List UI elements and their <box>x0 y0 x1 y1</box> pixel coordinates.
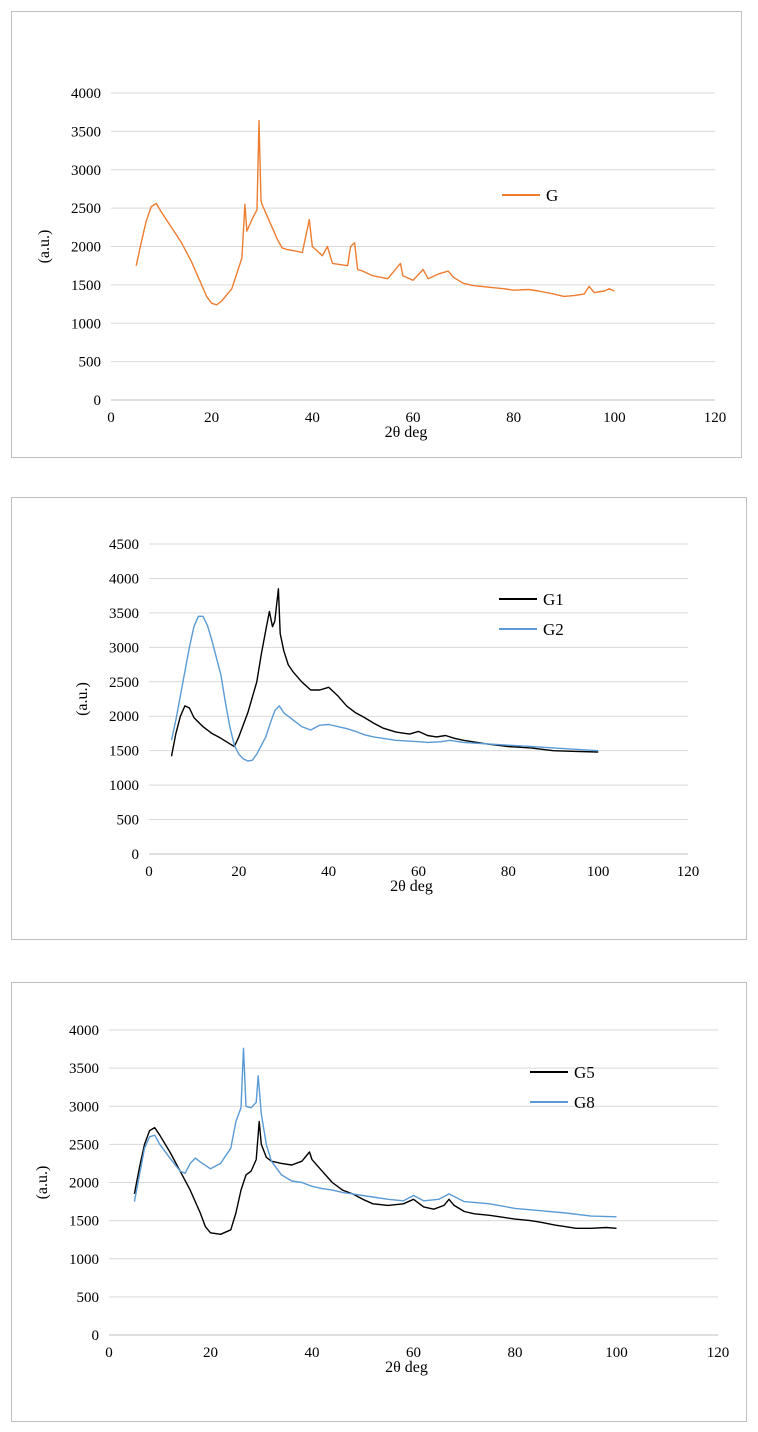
series-line-g5 <box>133 1120 617 1235</box>
y-tick-label: 1500 <box>71 278 101 294</box>
x-tick-label: 100 <box>587 864 610 880</box>
chart-panel-3: 0 500 1000 1500 2000 2500 3000 3500 4000 0 20 40 60 8… <box>11 982 747 1422</box>
x-tick-label: 20 <box>231 864 246 880</box>
x-tick-label: 40 <box>305 410 320 426</box>
y-tick-label: 3500 <box>71 124 101 140</box>
series-line-g1 <box>170 588 599 757</box>
y-tick-label: 3500 <box>109 606 139 622</box>
y-axis-title: (a.u.) <box>36 230 53 264</box>
x-tick-label: 80 <box>506 410 521 426</box>
series-line-g2 <box>170 615 599 762</box>
y-tick-label: 2500 <box>69 1137 99 1153</box>
y-tick-label: 500 <box>79 355 102 371</box>
x-tick-label: 60 <box>406 1345 421 1361</box>
legend-label-g5: G5 <box>574 1063 595 1082</box>
x-tick-label: 120 <box>707 1345 730 1361</box>
y-tick-label: 2500 <box>109 675 139 691</box>
y-tick-label: 0 <box>94 393 102 409</box>
chart-2: 0 500 1000 1500 2000 2500 3000 3500 4000 4500 0 20 4… <box>74 537 700 895</box>
y-tick-label: 3000 <box>69 1099 99 1115</box>
legend-label-g1: G1 <box>543 590 564 609</box>
y-tick-label: 3000 <box>109 640 139 656</box>
x-tick-label: 0 <box>105 1345 113 1361</box>
chart-3: 0 500 1000 1500 2000 2500 3000 3500 4000 0 20 40 60 8… <box>34 1023 730 1376</box>
y-tick-label: 0 <box>132 847 140 863</box>
series-line-g <box>135 119 615 306</box>
x-tick-label: 20 <box>203 1345 218 1361</box>
y-tick-label: 3000 <box>71 163 101 179</box>
x-axis-title: 2θ deg <box>390 878 433 895</box>
y-tick-label: 2000 <box>71 240 101 256</box>
y-tick-label: 500 <box>117 813 140 829</box>
y-tick-label: 4000 <box>109 571 139 587</box>
y-axis-title: (a.u.) <box>74 682 91 716</box>
y-axis-title: (a.u.) <box>34 1166 51 1200</box>
x-tick-label: 40 <box>305 1345 320 1361</box>
y-tick-label: 1000 <box>71 316 101 332</box>
x-tick-label: 0 <box>107 410 115 426</box>
chart-panel-2: 0 500 1000 1500 2000 2500 3000 3500 4000 4500 0 20 4… <box>11 497 747 940</box>
y-tick-label: 2000 <box>69 1176 99 1192</box>
x-tick-label: 40 <box>321 864 336 880</box>
x-tick-label: 80 <box>508 1345 523 1361</box>
y-tick-label: 2000 <box>109 709 139 725</box>
y-tick-label: 4000 <box>69 1023 99 1039</box>
y-tick-label: 3500 <box>69 1061 99 1077</box>
y-tick-label: 1500 <box>69 1214 99 1230</box>
legend-label-g8: G8 <box>574 1093 595 1112</box>
x-tick-label: 120 <box>677 864 700 880</box>
y-tick-label: 1500 <box>109 744 139 760</box>
x-tick-label: 80 <box>501 864 516 880</box>
y-tick-label: 4000 <box>71 86 101 102</box>
x-axis-title: 2θ deg <box>385 1359 428 1376</box>
series-line-g8 <box>133 1047 617 1218</box>
x-tick-label: 100 <box>605 1345 628 1361</box>
y-tick-label: 0 <box>92 1328 100 1344</box>
y-tick-label: 1000 <box>69 1252 99 1268</box>
x-tick-label: 60 <box>411 864 426 880</box>
legend-label-g: G <box>546 186 558 205</box>
y-tick-label: 500 <box>77 1290 100 1306</box>
x-tick-label: 20 <box>204 410 219 426</box>
chart-1: 0 500 1000 1500 2000 2500 3000 3500 4000 0 20 40 60 8… <box>36 86 727 441</box>
x-tick-label: 100 <box>603 410 626 426</box>
legend-label-g2: G2 <box>543 620 564 639</box>
x-tick-label: 60 <box>406 410 421 426</box>
chart-panel-1: 0 500 1000 1500 2000 2500 3000 3500 4000 0 20 40 60 8… <box>11 11 742 458</box>
y-tick-label: 1000 <box>109 778 139 794</box>
x-axis-title: 2θ deg <box>385 424 428 441</box>
y-tick-label: 4500 <box>109 537 139 553</box>
x-tick-label: 120 <box>704 410 727 426</box>
x-tick-label: 0 <box>145 864 153 880</box>
y-tick-label: 2500 <box>71 201 101 217</box>
